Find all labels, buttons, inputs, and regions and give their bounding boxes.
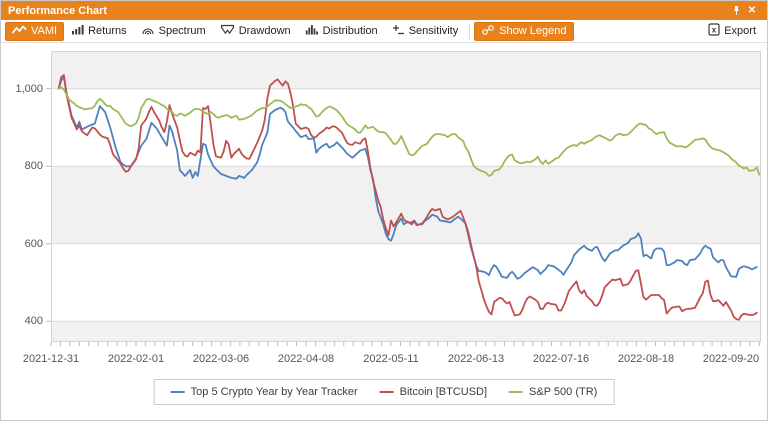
x-axis-label: 2022-04-08 <box>277 353 335 365</box>
chart-legend: Top 5 Crypto Year by Year Tracker Bitcoi… <box>153 379 615 405</box>
arcs-icon <box>141 24 155 38</box>
line-chart-icon <box>12 24 27 38</box>
legend-label: S&P 500 (TR) <box>529 386 598 398</box>
series-line-2 <box>57 86 761 177</box>
legend-label: Top 5 Crypto Year by Year Tracker <box>190 386 358 398</box>
sensitivity-button[interactable]: Sensitivity <box>385 22 466 41</box>
x-axis-label: 2022-09-20 <box>702 353 760 365</box>
legend-label: Bitcoin [BTCUSD] <box>399 386 488 398</box>
sensitivity-button-label: Sensitivity <box>408 25 459 37</box>
spectrum-button-label: Spectrum <box>158 25 206 37</box>
x-axis-label: 2022-05-11 <box>363 353 419 365</box>
banner-icon <box>220 24 235 38</box>
legend-item-bitcoin: Bitcoin [BTCUSD] <box>379 386 488 398</box>
export-button[interactable]: x Export <box>701 22 763 41</box>
distribution-button-label: Distribution <box>322 25 378 37</box>
legend-item-sp500: S&P 500 (TR) <box>509 386 597 398</box>
toolbar-separator <box>469 23 471 39</box>
histogram-icon <box>305 24 319 38</box>
vami-button-label: VAMI <box>31 25 58 37</box>
series-line-0 <box>57 76 758 280</box>
legend-dash-green <box>509 391 524 393</box>
performance-line-chart <box>46 51 761 346</box>
export-spreadsheet-icon: x <box>708 23 720 39</box>
drawdown-button-label: Drawdown <box>238 25 291 37</box>
x-axis-label: 2022-03-06 <box>192 353 250 365</box>
plus-minus-icon <box>392 24 405 38</box>
y-axis-label: 400 <box>24 315 43 327</box>
legend-item-top5-crypto: Top 5 Crypto Year by Year Tracker <box>170 386 358 398</box>
drawdown-button[interactable]: Drawdown <box>213 22 298 41</box>
legend-icon <box>481 24 495 39</box>
window-title: Performance Chart <box>8 4 108 17</box>
show-legend-button[interactable]: Show Legend <box>474 21 574 41</box>
y-axis-label: 1,000 <box>15 83 43 95</box>
x-axis-label: 2022-06-13 <box>447 353 505 365</box>
returns-button[interactable]: Returns <box>64 22 134 41</box>
x-axis-label: 2022-08-18 <box>617 353 675 365</box>
chart-toolbar: VAMI Returns Spectrum Drawdown Distribut <box>1 20 767 43</box>
chart-area: 400 600 800 1,000 2021-12-31 2022-02-01 2022-… <box>1 43 767 420</box>
legend-dash-red <box>379 391 394 393</box>
y-axis-label: 800 <box>24 160 43 172</box>
series-line-1 <box>57 74 758 321</box>
spectrum-button[interactable]: Spectrum <box>134 22 213 41</box>
legend-dash-blue <box>170 391 185 393</box>
y-axis-label: 600 <box>24 238 43 250</box>
svg-text:x: x <box>712 26 717 35</box>
x-axis-label: 2022-07-16 <box>532 353 590 365</box>
distribution-button[interactable]: Distribution <box>298 22 385 41</box>
x-axis-label: 2021-12-31 <box>22 353 80 365</box>
window-titlebar: Performance Chart ✕ <box>1 1 767 20</box>
returns-button-label: Returns <box>88 25 127 37</box>
export-button-label: Export <box>724 25 756 37</box>
show-legend-button-label: Show Legend <box>499 25 567 37</box>
close-icon[interactable]: ✕ <box>747 5 757 16</box>
pin-icon[interactable] <box>728 3 744 18</box>
vami-button[interactable]: VAMI <box>5 21 65 41</box>
x-axis-label: 2022-02-01 <box>107 353 165 365</box>
bar-chart-icon <box>71 24 84 38</box>
